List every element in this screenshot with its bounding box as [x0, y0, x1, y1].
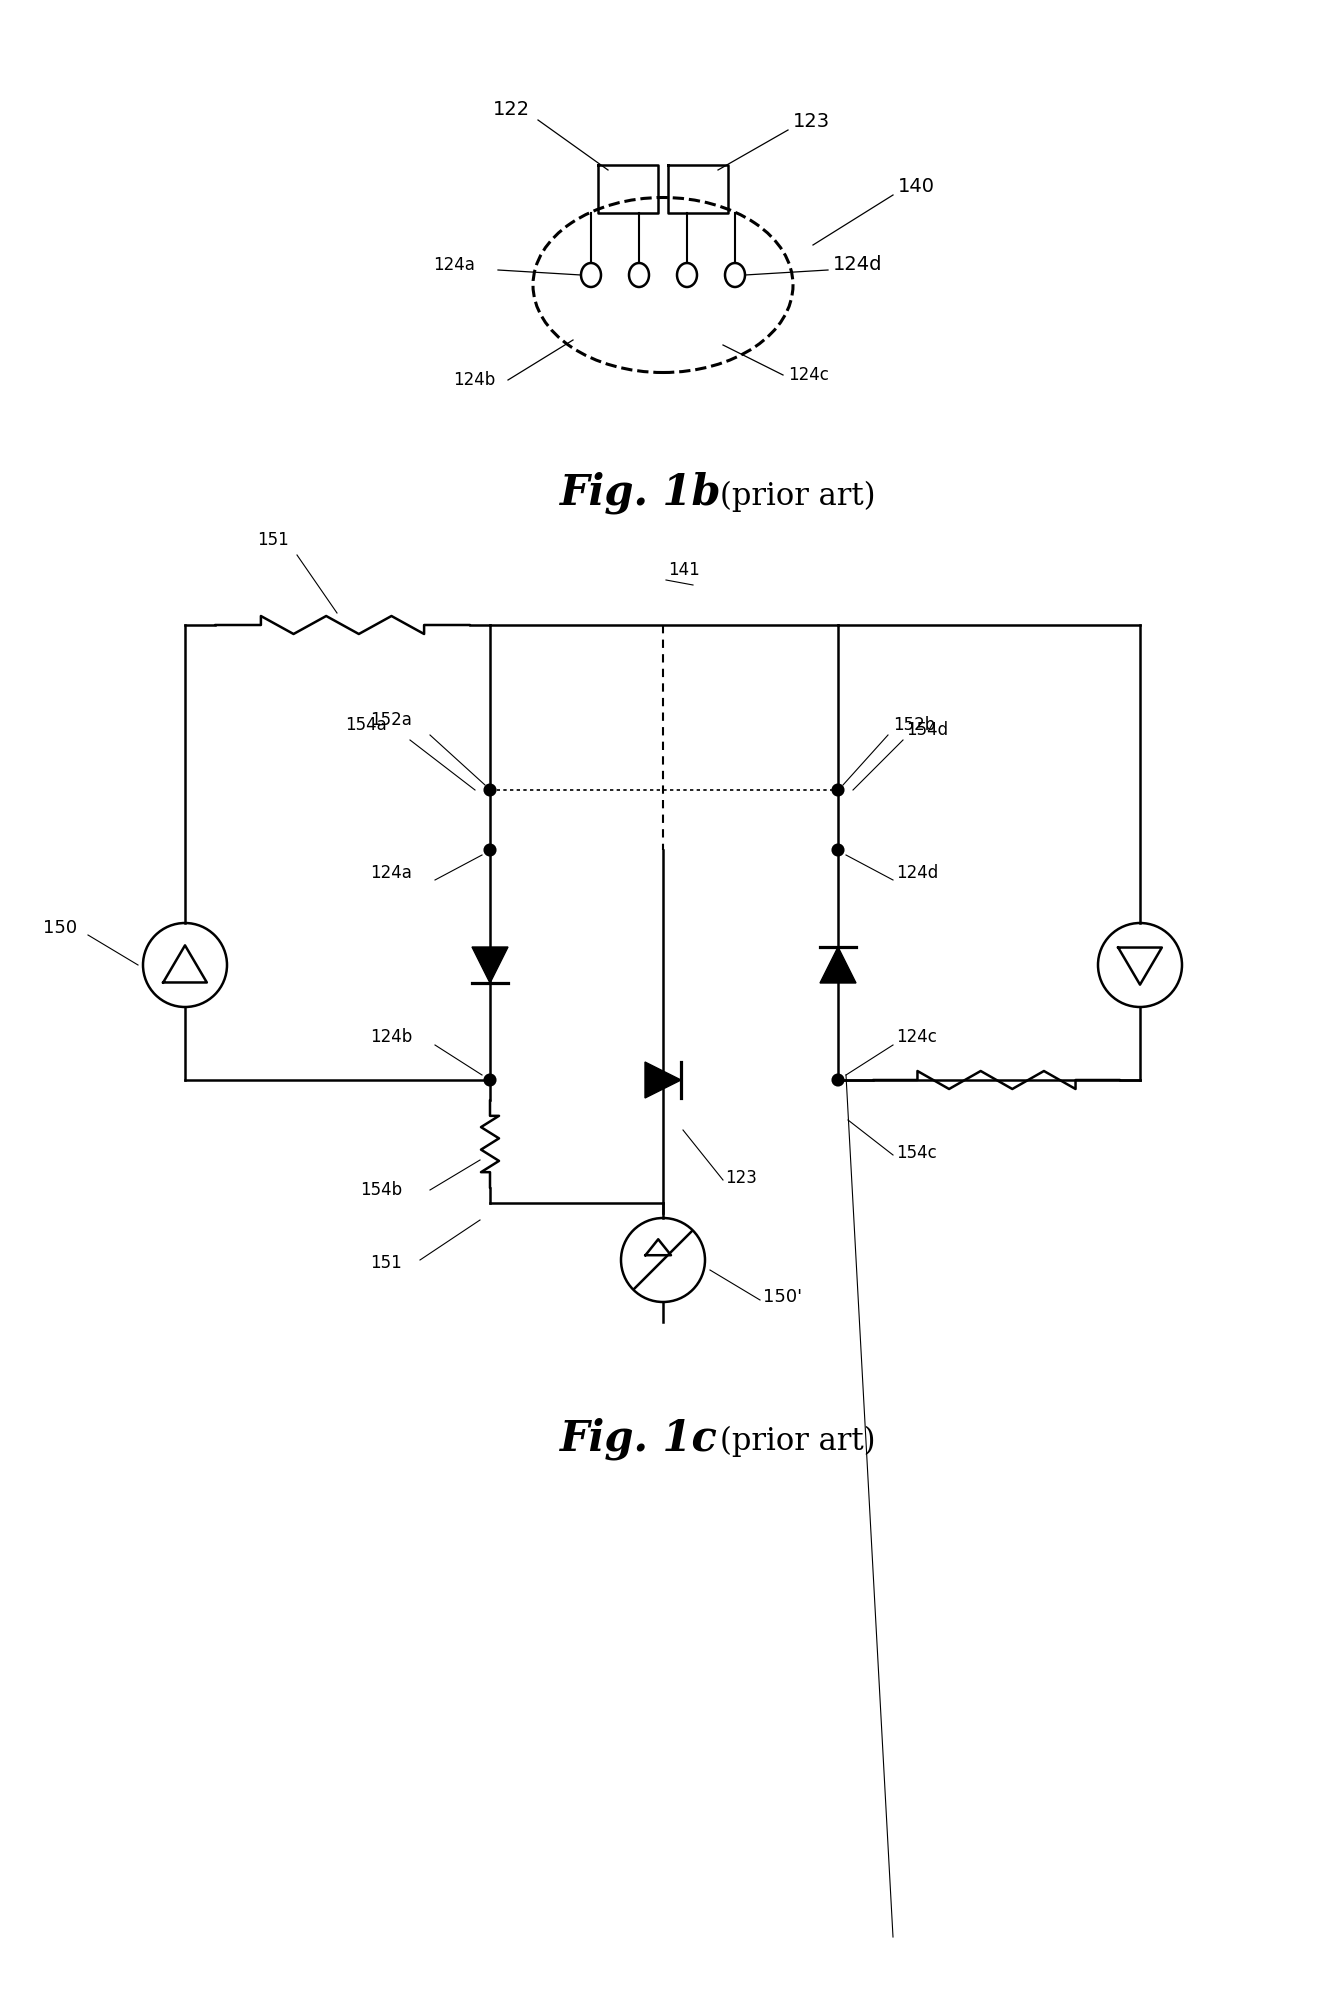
Text: 124b: 124b: [453, 371, 495, 389]
Text: 124c: 124c: [788, 365, 829, 383]
Text: Fig. 1c: Fig. 1c: [560, 1416, 718, 1460]
Text: 124d: 124d: [833, 255, 882, 273]
Text: (prior art): (prior art): [721, 1426, 876, 1456]
Text: 151: 151: [257, 531, 289, 549]
Text: 152b: 152b: [893, 716, 936, 734]
Circle shape: [484, 844, 495, 856]
Text: 150: 150: [42, 920, 77, 938]
Text: 151: 151: [370, 1255, 402, 1273]
Text: 123: 123: [725, 1169, 756, 1187]
Text: 152a: 152a: [370, 710, 411, 728]
Text: 124c: 124c: [896, 1027, 937, 1045]
Polygon shape: [472, 948, 508, 984]
Polygon shape: [645, 1061, 681, 1097]
Text: (prior art): (prior art): [721, 481, 876, 513]
Text: 154b: 154b: [360, 1181, 402, 1199]
Text: 124b: 124b: [370, 1027, 413, 1045]
Text: 140: 140: [898, 178, 936, 196]
Text: 122: 122: [494, 100, 529, 120]
Text: Fig. 1b: Fig. 1b: [560, 473, 722, 515]
Text: 123: 123: [794, 112, 831, 132]
Text: 124a: 124a: [370, 864, 411, 882]
Circle shape: [832, 844, 844, 856]
Text: 154c: 154c: [896, 1143, 937, 1161]
Text: 141: 141: [667, 561, 699, 579]
Circle shape: [484, 784, 495, 796]
Circle shape: [832, 1075, 844, 1085]
Circle shape: [484, 1075, 495, 1085]
Polygon shape: [820, 948, 856, 984]
Text: 154d: 154d: [906, 720, 947, 738]
Circle shape: [832, 784, 844, 796]
Text: 124d: 124d: [896, 864, 938, 882]
Text: 150': 150': [763, 1289, 802, 1307]
Text: 154a: 154a: [345, 716, 386, 734]
Text: 124a: 124a: [433, 255, 475, 273]
